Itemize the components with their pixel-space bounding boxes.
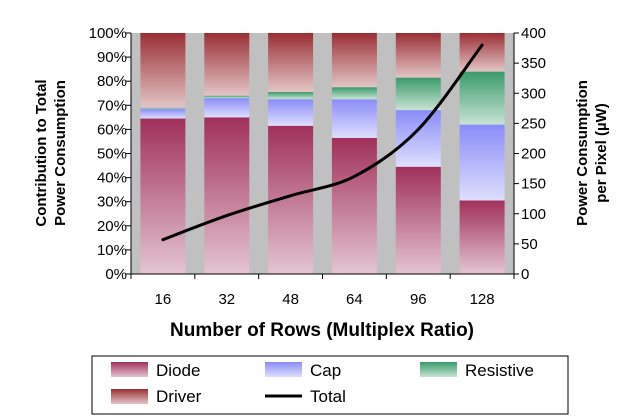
left-tick-label: 100%	[89, 25, 127, 42]
bar-segment-diode-128	[459, 200, 505, 274]
legend: Diode Cap Resistive Driver Total	[91, 355, 569, 415]
bar-segment-driver-64	[331, 33, 377, 88]
bar-segment-resistive-32	[204, 95, 250, 99]
x-tick-label: 48	[282, 291, 299, 308]
right-tick-label: 350	[521, 55, 546, 72]
bars-group	[140, 33, 505, 274]
bar-segment-diode-96	[395, 166, 441, 274]
left-tick-label: 70%	[97, 97, 127, 114]
x-tick-label: 96	[410, 291, 427, 308]
right-y-ticks: 0 50 100 150 200 250 300 350 400	[514, 25, 546, 283]
bar-segment-resistive-48	[268, 92, 314, 100]
bar-segment-cap-96	[395, 110, 441, 167]
bar-segment-resistive-128	[459, 71, 505, 125]
bar-segment-cap-64	[331, 99, 377, 138]
left-tick-label: 0%	[105, 266, 127, 283]
legend-swatch-diode	[111, 362, 148, 377]
y-axis-right-title-line-1: Power Consumption	[574, 80, 591, 226]
bar-segment-diode-64	[331, 137, 377, 274]
legend-label-driver: Driver	[156, 387, 202, 406]
legend-swatch-cap	[265, 362, 302, 377]
bar-segment-resistive-96	[395, 77, 441, 111]
total-line	[161, 43, 484, 242]
legend-swatch-driver	[111, 389, 148, 404]
legend-box	[91, 355, 569, 415]
left-tick-label: 30%	[97, 194, 127, 211]
right-tick-label: 400	[521, 25, 546, 42]
left-tick-label: 90%	[97, 49, 127, 66]
y-axis-left-title-line-1: Contribution to Total	[33, 79, 50, 226]
legend-swatch-resistive	[420, 362, 457, 377]
left-tick-label: 20%	[97, 218, 127, 235]
right-tick-label: 300	[521, 85, 546, 102]
legend-label-resistive: Resistive	[465, 361, 534, 380]
bar-segment-resistive-64	[331, 87, 377, 100]
left-y-ticks: 0% 10% 20% 30% 40% 50% 60% 70% 80% 90% 100%	[89, 25, 131, 283]
left-tick-label: 10%	[97, 242, 127, 259]
bar-segment-resistive-16	[140, 107, 186, 109]
x-tick-label: 16	[155, 291, 172, 308]
left-tick-label: 80%	[97, 73, 127, 90]
bar-segment-driver-96	[395, 33, 441, 78]
bar-segment-diode-32	[204, 117, 250, 274]
bar-segment-diode-16	[140, 118, 186, 274]
right-tick-label: 50	[521, 236, 538, 253]
x-tick-label: 32	[218, 291, 235, 308]
bar-segment-cap-48	[268, 99, 314, 126]
bar-segment-driver-32	[204, 33, 250, 96]
bar-segment-cap-32	[204, 98, 250, 118]
y-axis-left-title-line-2: Power Consumption	[52, 80, 69, 226]
total-line-group	[161, 43, 484, 242]
x-axis-title: Number of Rows (Multiplex Ratio)	[170, 320, 474, 341]
right-tick-label: 150	[521, 176, 546, 193]
plot-area	[131, 33, 514, 274]
x-tick-label: 64	[346, 291, 363, 308]
right-tick-label: 200	[521, 146, 546, 163]
left-tick-label: 40%	[97, 170, 127, 187]
right-tick-label: 250	[521, 115, 546, 132]
bar-segment-cap-128	[459, 124, 505, 201]
bar-segment-driver-16	[140, 33, 186, 108]
bar-segment-driver-48	[268, 33, 314, 92]
right-tick-label: 100	[521, 206, 546, 223]
left-tick-label: 60%	[97, 121, 127, 138]
left-tick-label: 50%	[97, 146, 127, 163]
right-tick-label: 0	[521, 266, 529, 283]
x-tick-label: 128	[470, 291, 495, 308]
legend-label-cap: Cap	[310, 361, 341, 380]
y-axis-right-title-line-2: per Pixel (µW)	[593, 103, 610, 203]
legend-label-diode: Diode	[156, 361, 200, 380]
legend-label-total: Total	[310, 387, 346, 406]
bar-segment-cap-16	[140, 108, 186, 119]
x-ticks: 16 32 48 64 96 128	[130, 274, 515, 308]
